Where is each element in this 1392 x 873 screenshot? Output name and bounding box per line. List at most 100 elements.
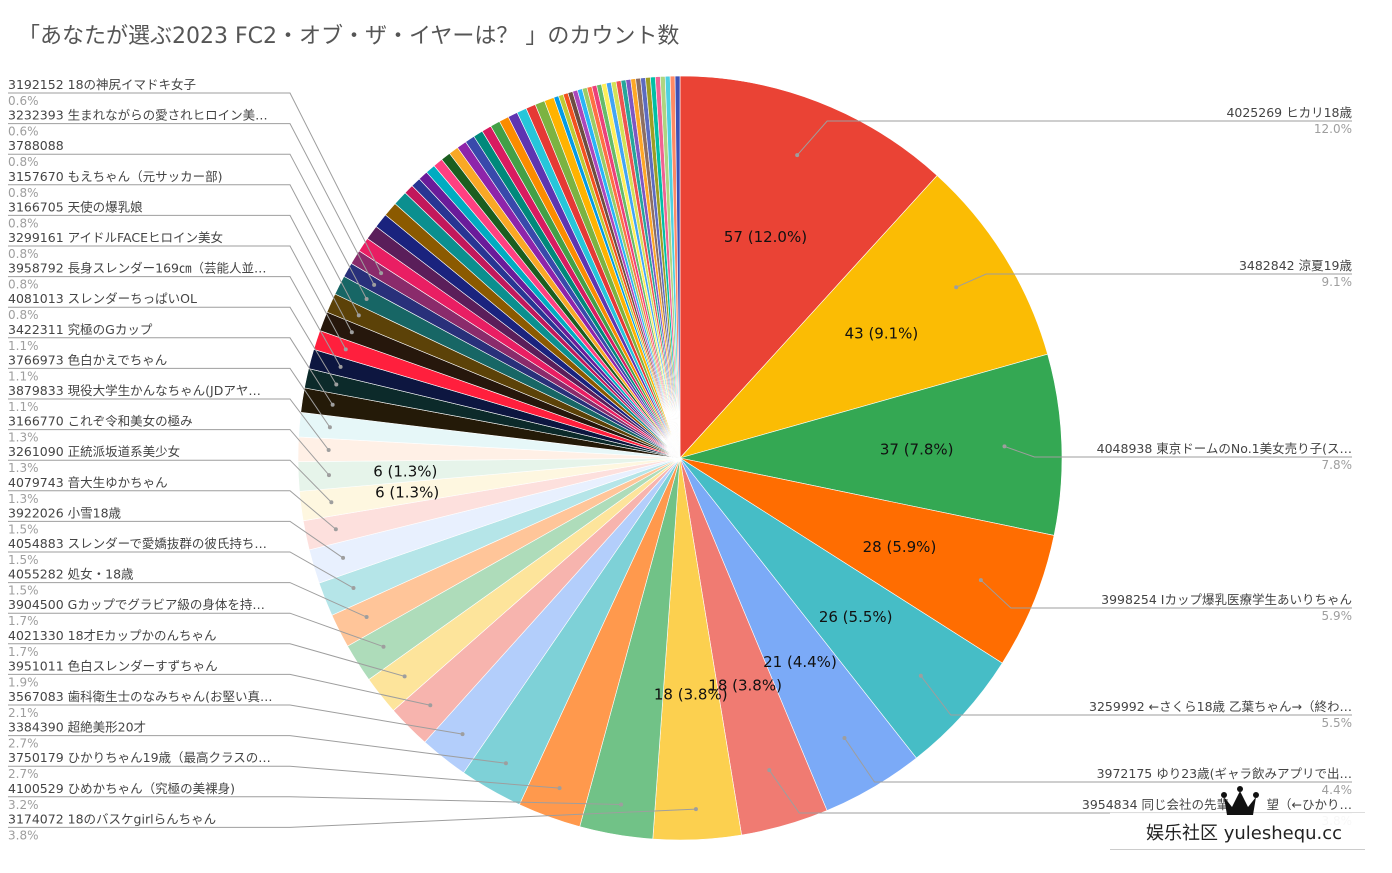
legend-label: 3766973 色白かえでちゃん	[8, 352, 167, 367]
leader-line	[8, 92, 382, 274]
legend-pct: 3.2%	[8, 798, 39, 812]
leader-line	[8, 459, 332, 503]
slice-data-label: 28 (5.9%)	[863, 538, 937, 556]
legend-label: 3482842 涼夏19歳	[1239, 258, 1353, 273]
leader-line	[8, 337, 334, 405]
slice-data-label: 21 (4.4%)	[763, 653, 837, 671]
legend-pct: 0.8%	[8, 308, 39, 322]
leader-line	[8, 153, 368, 300]
legend-label: 3166770 これぞ令和美女の極み	[8, 414, 193, 429]
legend-pct: 0.8%	[8, 247, 39, 261]
legend-label: 3299161 アイドルFACEヒロイン美女	[8, 230, 223, 245]
watermark-text: 娱乐社区 yuleshequ.cc	[1146, 823, 1343, 844]
legend-pct: 2.1%	[8, 706, 39, 720]
legend-label: 3157670 もえちゃん（元サッカー部)	[8, 169, 223, 184]
legend-label: 4048938 東京ドームのNo.1美女売り子(ス…	[1097, 441, 1352, 456]
pie-slice	[674, 75, 681, 459]
legend-label: 4054883 スレンダーで愛嬌抜群の彼氏持ち…	[8, 536, 267, 551]
chart-title: 「あなたが選ぶ2023 FC2・オブ・ザ・イヤーは？ 」のカウント数	[18, 24, 680, 49]
leader-line	[8, 520, 344, 559]
legend-label: 3788088	[8, 138, 64, 153]
leader-line	[8, 796, 622, 805]
leader-line	[844, 737, 1352, 783]
leader-line	[8, 490, 337, 530]
legend-pct: 3.8%	[8, 828, 39, 842]
legend-pct: 2.7%	[8, 767, 39, 781]
legend-pct: 0.8%	[8, 155, 39, 169]
legend-pct: 1.1%	[8, 369, 39, 383]
pie-slice	[679, 75, 938, 459]
leader-line	[8, 673, 431, 706]
leader-line	[980, 579, 1352, 609]
legend-pct: 1.7%	[8, 614, 39, 628]
legend-pct: 5.5%	[1322, 716, 1353, 730]
legend-pct: 2.7%	[8, 737, 39, 751]
legend-pct: 4.4%	[1322, 783, 1353, 797]
slice-data-label: 6 (1.3%)	[373, 462, 437, 480]
leader-line	[8, 612, 384, 648]
slice-data-label: 18 (3.8%)	[654, 686, 728, 704]
pie-slice	[679, 457, 1055, 664]
leader-line	[8, 735, 506, 764]
slice-data-label: 18 (3.8%)	[708, 677, 782, 695]
legend-label: 3567083 歯科衛生士のなみちゃん(お堅い真…	[8, 689, 273, 704]
legend-pct: 5.9%	[1322, 609, 1353, 623]
leader-line	[796, 120, 1352, 156]
leader-line	[8, 276, 342, 368]
watermark: 娱乐社区 yuleshequ.cc	[1110, 786, 1365, 850]
leader-line	[8, 123, 375, 286]
leader-line	[1004, 445, 1352, 458]
leader-line	[8, 704, 463, 735]
leader-line	[8, 765, 560, 789]
legend-pct: 12.0%	[1314, 122, 1352, 136]
leader-line	[955, 273, 1352, 288]
legend-pct: 1.1%	[8, 339, 39, 353]
legend-label: 3422311 究極のGカップ	[8, 322, 153, 337]
pie-slices	[297, 75, 1063, 841]
legend-label: 3261090 正統派坂道系美少女	[8, 444, 180, 459]
leader-line	[8, 214, 353, 333]
leader-line	[8, 551, 354, 589]
legend-label: 3750179 ひかりちゃん19歳（最高クラスの…	[8, 750, 271, 765]
slice-data-label: 26 (5.5%)	[819, 608, 893, 626]
legend-label: 3958792 長身スレンダー169㎝（芸能人並…	[8, 261, 267, 276]
legend-label: 4025269 ヒカリ18歳	[1226, 105, 1352, 120]
leader-line	[8, 582, 367, 618]
leader-line	[8, 245, 347, 350]
pie-slice	[679, 353, 1063, 536]
leader-line	[8, 184, 360, 316]
legend-label: 4021330 18才Eカップかのんちゃん	[8, 628, 216, 643]
slice-data-label: 6 (1.3%)	[375, 484, 439, 502]
legend-pct: 0.8%	[8, 216, 39, 230]
legend-label: 3951011 色白スレンダーすずちゃん	[8, 658, 218, 673]
leader-line	[8, 643, 405, 677]
legend-label: 3954834 同じ会社の先輩 望（←ひかり…	[1082, 797, 1352, 812]
legend-label: 3192152 18の神尻イマドキ女子	[8, 77, 196, 92]
legend-label: 4055282 処女・18歳	[8, 567, 134, 582]
slice-data-label: 43 (9.1%)	[845, 324, 919, 342]
pie-slice	[679, 175, 1048, 459]
legend-pct: 1.9%	[8, 675, 39, 689]
leader-line	[8, 429, 330, 476]
legend-pct: 0.8%	[8, 186, 39, 200]
leader-line	[8, 367, 331, 428]
legend-label: 3972175 ゆり23歳(ギャラ飲みアプリで出…	[1097, 766, 1352, 781]
leader-line	[8, 808, 696, 828]
legend-pct: 1.5%	[8, 522, 39, 536]
legend-label: 3174072 18のバスケgirlらんちゃん	[8, 811, 216, 826]
legend-pct: 1.3%	[8, 492, 39, 506]
legend-pct: 0.6%	[8, 94, 39, 108]
legend-pct: 1.1%	[8, 400, 39, 414]
labels: 57 (12.0%) 43 (9.1%) 37 (7.8%) 28 (5.9%) 26 …	[8, 77, 1352, 842]
legend-pct: 1.5%	[8, 584, 39, 598]
legend-label: 3998254 Iカップ爆乳医療学生あいりちゃん	[1101, 592, 1352, 607]
legend-label: 3922026 小雪18歳	[8, 505, 122, 520]
legend-label: 3879833 現役大学生かんなちゃん(JDアヤ…	[8, 383, 261, 398]
legend-pct: 1.7%	[8, 645, 39, 659]
crown-logo	[1221, 786, 1259, 815]
legend-pct: 7.8%	[1322, 458, 1353, 472]
leader-line	[8, 398, 330, 451]
legend-label: 4079743 音大生ゆかちゃん	[8, 475, 168, 490]
legend-pct: 0.6%	[8, 125, 39, 139]
